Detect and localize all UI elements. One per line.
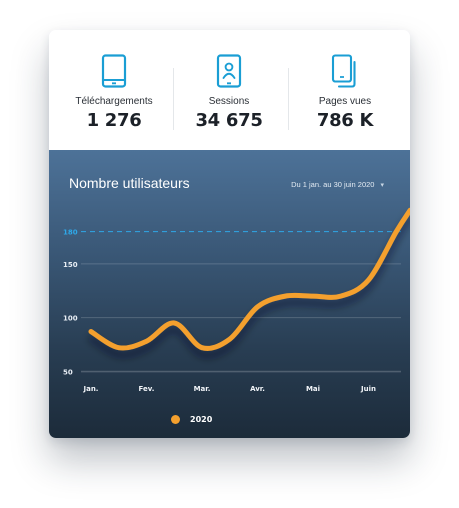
stat-value: 34 675 (195, 110, 263, 131)
stat-label: Pages vues (318, 96, 372, 107)
smartphone-icon (101, 54, 127, 88)
pages-icon (331, 54, 356, 88)
legend-dot (171, 415, 180, 424)
date-range-label: Du 1 jan. au 30 juin 2020 (291, 180, 375, 189)
y-tick-label: 100 (63, 315, 78, 323)
divider (173, 68, 174, 130)
y-tick-label: 150 (63, 261, 78, 269)
y-tick-label: 180 (63, 229, 78, 237)
stat-downloads: Téléchargements 1 276 (54, 30, 174, 150)
stat-label: Sessions (208, 96, 250, 107)
stats-row: Téléchargements 1 276 Sessions 34 675 (49, 30, 410, 150)
x-tick-label: Mai (306, 385, 320, 393)
line-chart: 50 100 150 180 Jan. Fev. Mar. Avr. Mai Juin (63, 207, 410, 393)
y-tick-label: 50 (63, 368, 73, 376)
date-range-dropdown[interactable]: Du 1 jan. au 30 juin 2020 ▾ (291, 180, 384, 189)
chevron-down-icon: ▾ (380, 181, 384, 189)
stat-sessions: Sessions 34 675 (169, 30, 289, 150)
x-tick-label: Juin (360, 385, 376, 393)
analytics-card: Téléchargements 1 276 Sessions 34 675 (49, 30, 410, 438)
chart-panel: Nombre utilisateurs Du 1 jan. au 30 juin… (49, 150, 410, 438)
divider (288, 68, 289, 130)
chart-title: Nombre utilisateurs (69, 175, 190, 191)
stat-pageviews: Pages vues 786 K (285, 30, 405, 150)
x-tick-label: Avr. (250, 385, 265, 393)
x-tick-label: Jan. (83, 385, 99, 393)
x-tick-label: Mar. (194, 385, 211, 393)
legend-label: 2020 (190, 415, 213, 424)
stat-value: 786 K (316, 110, 374, 131)
x-tick-label: Fev. (139, 385, 155, 393)
series-line-2020 (88, 207, 410, 351)
stat-value: 1 276 (86, 110, 142, 131)
user-profile-icon (216, 54, 242, 88)
stat-label: Téléchargements (75, 96, 153, 107)
legend: 2020 (171, 415, 212, 424)
